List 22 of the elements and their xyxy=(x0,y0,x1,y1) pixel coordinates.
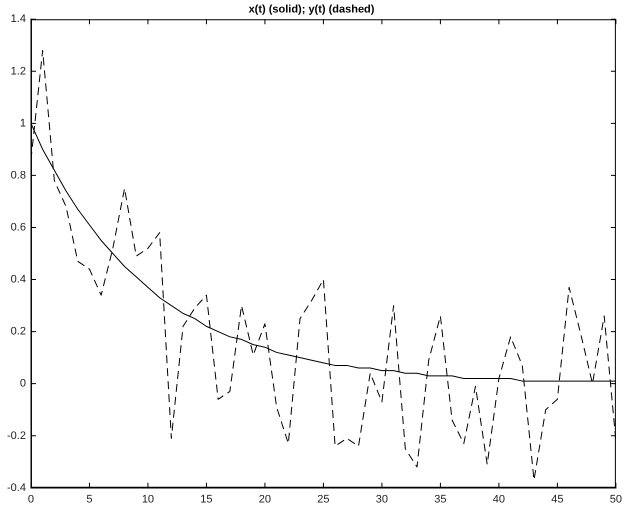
y-tick-label: 0 xyxy=(20,378,26,390)
y-tick-label: 1.2 xyxy=(10,65,26,78)
y-tick-label: 1 xyxy=(20,117,26,130)
x-tick-label: 0 xyxy=(28,493,34,506)
y-tick-label: 0.6 xyxy=(10,222,26,234)
y-tick-label: -0.2 xyxy=(6,430,26,442)
x-tick-label: 40 xyxy=(492,493,506,506)
x-tick-label: 30 xyxy=(376,493,388,506)
x-tick-label: 5 xyxy=(86,493,93,506)
y-tick-label: 0.8 xyxy=(10,169,26,182)
chart-title: x(t) (solid); y(t) (dashed) xyxy=(248,4,375,16)
x-tick-label: 15 xyxy=(200,493,213,506)
x-tick-label: 35 xyxy=(434,493,447,506)
x-tick-label: 10 xyxy=(142,493,154,506)
x-tick-label: 50 xyxy=(610,493,622,506)
y-tick-label: -0.4 xyxy=(6,482,26,494)
x-tick-label: 20 xyxy=(258,493,272,506)
y-tick-label: 1.4 xyxy=(10,13,26,26)
y-tick-label: 0.4 xyxy=(10,274,26,286)
x-tick-label: 25 xyxy=(317,493,330,506)
x-tick-label: 45 xyxy=(551,493,564,506)
y-tick-label: 0.2 xyxy=(10,326,26,338)
